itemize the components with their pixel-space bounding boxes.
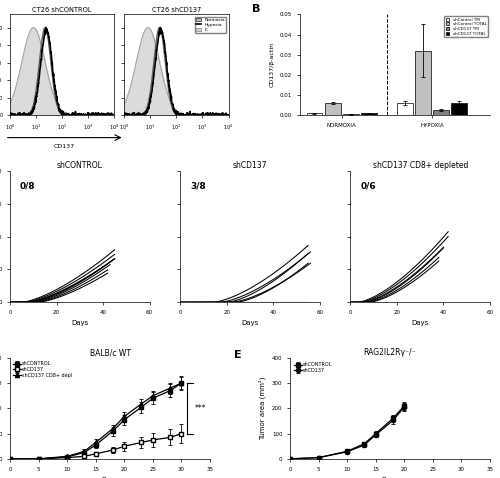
Bar — [361, 113, 376, 115]
Bar — [397, 103, 413, 115]
X-axis label: Days: Days — [71, 320, 88, 326]
Legend: shCONTROL, shCD137: shCONTROL, shCD137 — [292, 360, 335, 375]
Bar — [342, 114, 358, 115]
Text: ***: *** — [194, 404, 206, 413]
Bar — [324, 103, 340, 115]
Text: E: E — [234, 350, 241, 360]
Y-axis label: Tumor area (mm²): Tumor area (mm²) — [259, 377, 266, 440]
Text: 0/6: 0/6 — [360, 181, 376, 190]
X-axis label: Days: Days — [382, 477, 398, 478]
Title: BALB/c WT: BALB/c WT — [90, 348, 130, 357]
Title: RAG2IL2Rγ⁻/⁻: RAG2IL2Rγ⁻/⁻ — [364, 348, 416, 357]
Bar — [452, 103, 467, 115]
Bar — [433, 110, 449, 115]
Text: CD137: CD137 — [54, 144, 74, 149]
Title: CT26 shCD137: CT26 shCD137 — [152, 7, 201, 12]
Legend: Normoxia, Hypoxia, IC: Normoxia, Hypoxia, IC — [195, 17, 226, 33]
Text: B: B — [252, 4, 261, 14]
Text: 0/8: 0/8 — [20, 181, 36, 190]
Title: shCD137 CD8+ depleted: shCD137 CD8+ depleted — [372, 161, 468, 170]
Title: shCD137: shCD137 — [233, 161, 267, 170]
Legend: shControl TM, shControl TOTAL, shCD137 TM, shCD137 TOTAL: shControl TM, shControl TOTAL, shCD137 T… — [444, 16, 488, 37]
X-axis label: Days: Days — [412, 320, 429, 326]
Bar — [415, 51, 431, 115]
X-axis label: Days: Days — [242, 320, 258, 326]
X-axis label: Days: Days — [102, 477, 118, 478]
Bar — [306, 113, 322, 115]
Legend: shCONTROL, shCD137, shCD137 CD8+ depl: shCONTROL, shCD137, shCD137 CD8+ depl — [12, 360, 73, 379]
Y-axis label: CD137/β-actin: CD137/β-actin — [270, 42, 274, 87]
Title: shCONTROL: shCONTROL — [57, 161, 102, 170]
Text: 3/8: 3/8 — [190, 181, 206, 190]
Title: CT26 shCONTROL: CT26 shCONTROL — [32, 7, 92, 12]
